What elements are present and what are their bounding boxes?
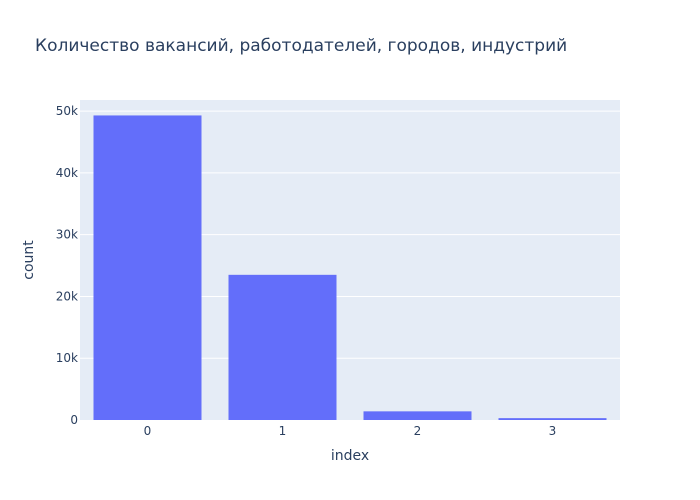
bar-3 — [498, 418, 607, 420]
x-tick-labels: 0 1 2 3 — [144, 424, 557, 438]
y-axis-title: count — [21, 240, 37, 280]
y-tick-label: 20k — [56, 289, 78, 303]
y-tick-label: 40k — [56, 166, 78, 180]
x-tick-label: 3 — [549, 424, 557, 438]
x-tick-label: 2 — [414, 424, 422, 438]
y-tick-labels: 0 10k 20k 30k 40k 50k — [56, 104, 78, 427]
bar-1 — [228, 274, 337, 420]
x-tick-label: 0 — [144, 424, 152, 438]
chart-title: Количество вакансий, работодателей, горо… — [35, 36, 567, 56]
x-tick-label: 1 — [279, 424, 287, 438]
y-tick-label: 50k — [56, 104, 78, 118]
y-tick-label: 10k — [56, 351, 78, 365]
bar-2 — [363, 411, 472, 420]
bar-0 — [93, 115, 202, 420]
bars — [93, 115, 607, 420]
y-tick-label: 0 — [70, 413, 78, 427]
y-tick-label: 30k — [56, 228, 78, 242]
x-axis-title: index — [331, 448, 369, 464]
